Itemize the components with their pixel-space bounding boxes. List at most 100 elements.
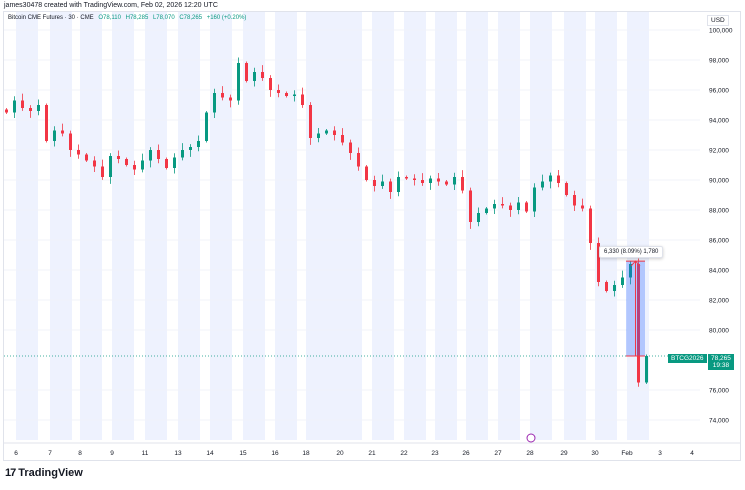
symbol-name[interactable]: Bitcoin CME Futures · 30 · CME bbox=[8, 15, 94, 21]
y-tick-label: 76,000 bbox=[709, 388, 729, 395]
measure-arrow-head-icon bbox=[630, 260, 641, 267]
candle bbox=[333, 130, 336, 135]
x-tick-label: 29 bbox=[560, 450, 568, 457]
x-tick-label: 22 bbox=[400, 450, 408, 457]
session-band bbox=[498, 12, 520, 440]
ohlc-change: +160 (+0.20%) bbox=[206, 15, 247, 21]
logo-text: TradingView bbox=[18, 467, 83, 479]
session-band bbox=[112, 12, 134, 440]
x-tick-label: 9 bbox=[110, 450, 114, 457]
session-band bbox=[275, 12, 297, 440]
candle bbox=[325, 130, 328, 134]
candle bbox=[389, 181, 392, 192]
x-tick-label: 23 bbox=[431, 450, 439, 457]
session-band bbox=[564, 12, 586, 440]
candle bbox=[109, 156, 112, 177]
candle bbox=[349, 142, 352, 153]
ohlc-close: C78,265 bbox=[179, 15, 203, 21]
candle bbox=[85, 154, 88, 161]
session-band bbox=[210, 12, 232, 440]
candle bbox=[253, 72, 256, 81]
candle bbox=[301, 94, 304, 105]
candle bbox=[397, 177, 400, 192]
candle bbox=[341, 135, 344, 143]
tradingview-logo-icon: 17 bbox=[5, 467, 16, 479]
bar-countdown: 19:38 bbox=[712, 362, 730, 369]
currency-selector[interactable]: USD bbox=[707, 15, 729, 26]
session-band bbox=[243, 12, 265, 440]
x-tick-label: 27 bbox=[494, 450, 502, 457]
candle bbox=[317, 133, 320, 138]
candle bbox=[405, 177, 408, 179]
x-tick-label: 30 bbox=[591, 450, 599, 457]
candle bbox=[285, 93, 288, 96]
candle bbox=[117, 156, 120, 159]
y-tick-label: 100,000 bbox=[709, 28, 733, 35]
session-band bbox=[404, 12, 426, 440]
y-tick-label: 88,000 bbox=[709, 208, 729, 215]
candle bbox=[69, 133, 72, 150]
session-band bbox=[372, 12, 394, 440]
event-marker-icon[interactable] bbox=[526, 433, 536, 443]
x-tick-label: 18 bbox=[302, 450, 310, 457]
candle bbox=[45, 105, 48, 141]
session-band bbox=[530, 12, 552, 440]
candle bbox=[501, 204, 504, 206]
candle bbox=[141, 160, 144, 170]
candle bbox=[381, 181, 384, 186]
y-tick-label: 96,000 bbox=[709, 88, 729, 95]
chart-frame bbox=[3, 11, 741, 461]
candle bbox=[565, 183, 568, 195]
candle bbox=[365, 166, 368, 180]
candle bbox=[5, 109, 8, 113]
session-band bbox=[627, 12, 649, 440]
x-tick-label: 13 bbox=[174, 450, 182, 457]
candle bbox=[133, 165, 136, 170]
candle bbox=[173, 157, 176, 168]
last-price: 78,265 bbox=[711, 355, 731, 362]
candle bbox=[613, 285, 616, 291]
ohlc-low: L78,070 bbox=[152, 15, 175, 21]
y-tick-label: 86,000 bbox=[709, 238, 729, 245]
candle bbox=[461, 177, 464, 191]
candle bbox=[629, 264, 632, 278]
candle bbox=[621, 277, 624, 285]
candle bbox=[213, 93, 216, 113]
candle bbox=[53, 130, 56, 141]
candle bbox=[13, 100, 16, 113]
candle bbox=[413, 178, 416, 180]
candle bbox=[525, 202, 528, 212]
candle bbox=[485, 208, 488, 213]
x-tick-label: 7 bbox=[48, 450, 52, 457]
candle bbox=[77, 150, 80, 155]
candle bbox=[589, 208, 592, 243]
candle bbox=[645, 356, 648, 383]
candle bbox=[221, 93, 224, 98]
candle bbox=[101, 166, 104, 177]
tradingview-logo[interactable]: 17 TradingView bbox=[5, 467, 83, 479]
chart-credit: james30478 created with TradingView.com,… bbox=[4, 2, 218, 9]
candle bbox=[517, 202, 520, 210]
y-tick-label: 92,000 bbox=[709, 148, 729, 155]
x-tick-label: 15 bbox=[239, 450, 247, 457]
candle bbox=[29, 108, 32, 111]
candle bbox=[549, 175, 552, 182]
x-tick-label: 26 bbox=[462, 450, 470, 457]
session-band bbox=[145, 12, 167, 440]
candle bbox=[149, 150, 152, 161]
x-tick-label: 11 bbox=[142, 450, 149, 457]
symbol-legend: Bitcoin CME Futures · 30 · CME O78,110 H… bbox=[8, 15, 246, 21]
candle bbox=[573, 195, 576, 206]
candle bbox=[189, 147, 192, 150]
candle bbox=[181, 150, 184, 158]
ohlc-high: H78,285 bbox=[125, 15, 149, 21]
candle bbox=[21, 100, 24, 108]
candle bbox=[597, 243, 600, 282]
last-price-tag: 78,265 19:38 bbox=[708, 354, 734, 370]
measure-label: 6,330 (8.09%) 1,780 bbox=[599, 246, 664, 258]
session-band bbox=[435, 12, 457, 440]
x-tick-label: 21 bbox=[368, 450, 376, 457]
x-tick-label: 16 bbox=[271, 450, 279, 457]
session-band bbox=[595, 12, 617, 440]
